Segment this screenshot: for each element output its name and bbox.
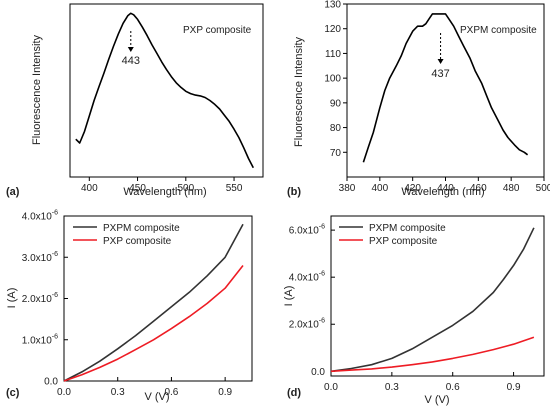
y-tick-mantissa: 2.0x10 xyxy=(22,294,52,305)
series-line-0 xyxy=(330,227,535,373)
annotation-label: 437 xyxy=(431,68,449,80)
x-tick-label: 0.9 xyxy=(218,387,232,398)
y-tick-mantissa: 0.0 xyxy=(44,377,58,388)
panel-label: (c) xyxy=(6,387,20,399)
y-tick-label: 2.0x10-6 xyxy=(289,318,325,331)
x-tick-label: 400 xyxy=(371,183,388,194)
y-tick-label: 90 xyxy=(330,98,342,109)
y-tick-mantissa: 130 xyxy=(324,0,341,11)
y-tick-label: 6.0x10-6 xyxy=(289,224,325,237)
y-tick-label: 3.0x10-6 xyxy=(22,251,58,264)
y-tick-label: 2.0x10-6 xyxy=(22,292,58,305)
series-line-0 xyxy=(63,223,244,382)
y-tick-mantissa: 3.0x10 xyxy=(22,253,52,264)
y-tick-mantissa: 80 xyxy=(330,123,342,134)
series-line-1 xyxy=(63,265,244,382)
y-tick-label: 80 xyxy=(330,123,342,134)
x-tick-label: 0.6 xyxy=(164,387,178,398)
y-tick-exponent: -6 xyxy=(52,210,58,217)
y-tick-exponent: -6 xyxy=(319,318,325,325)
legend-label: PXPM composite xyxy=(369,223,446,234)
y-tick-label: 110 xyxy=(325,49,341,60)
y-tick-exponent: -6 xyxy=(52,251,58,258)
series-line-1 xyxy=(330,336,535,373)
annotation-arrow-head xyxy=(127,47,134,52)
legend-label: PXP composite xyxy=(103,236,172,247)
y-tick-label: 120 xyxy=(324,24,341,35)
x-tick-label: 460 xyxy=(470,183,487,194)
y-tick-exponent: -6 xyxy=(319,271,325,278)
x-tick-label: 0.0 xyxy=(57,387,71,398)
y-tick-mantissa: 4.0x10 xyxy=(22,212,52,223)
series-line-0 xyxy=(75,12,255,169)
chart-panel-2: 0.0 0.3 0.6 0.90.01.0x10-62.0x10-63.0x10-64… xyxy=(6,210,253,403)
series-line-0 xyxy=(362,13,529,163)
y-tick-label: 0.0 xyxy=(311,367,325,378)
legend-label: PXP composite xyxy=(369,236,438,247)
y-tick-label: 1.0x10-6 xyxy=(22,333,58,346)
x-tick-label: 0.6 xyxy=(446,382,460,393)
y-axis-title: I (A) xyxy=(6,288,18,309)
x-tick-label: 500 xyxy=(177,183,194,194)
chart-panel-1: 380 400 420 440 460 480 500 70 80 90 100 110 120 130 P… xyxy=(287,0,550,198)
y-tick-label: 4.0x10-6 xyxy=(289,271,325,284)
y-tick-label: 130 xyxy=(324,0,341,11)
y-tick-label: 0.0 xyxy=(44,377,58,388)
y-tick-mantissa: 110 xyxy=(325,49,341,60)
y-tick-mantissa: 1.0x10 xyxy=(22,335,52,346)
chart-panel-3: 0.0 0.3 0.6 0.90.02.0x10-64.0x10-66.0x10-6 P… xyxy=(283,215,545,406)
y-tick-mantissa: 6.0x10 xyxy=(289,226,319,237)
x-tick-label: 400 xyxy=(81,183,98,194)
panel-label: (d) xyxy=(287,387,301,399)
plot-frame xyxy=(330,215,545,377)
y-tick-mantissa: 120 xyxy=(324,24,341,35)
x-tick-label: 0.3 xyxy=(111,387,125,398)
x-tick-label: 0.0 xyxy=(324,382,338,393)
x-tick-label: 450 xyxy=(129,183,146,194)
x-tick-label: 480 xyxy=(503,183,520,194)
y-tick-label: 70 xyxy=(330,148,342,159)
annotation-label: 443 xyxy=(122,55,140,67)
y-tick-mantissa: 2.0x10 xyxy=(289,320,319,331)
y-tick-mantissa: 70 xyxy=(330,148,342,159)
x-axis-title: Wavelength (nm) xyxy=(401,186,484,198)
chart-panel-0: 400 450 500 550 PXP composite 443 Wavelength (… xyxy=(6,3,264,198)
panel-label: (a) xyxy=(6,186,20,198)
x-tick-label: 0.9 xyxy=(507,382,521,393)
x-axis-title: V (V) xyxy=(144,391,169,403)
panel-label: (b) xyxy=(287,186,301,198)
annotation-arrow-head xyxy=(437,59,444,64)
y-tick-exponent: -6 xyxy=(319,224,325,231)
y-axis-title: Fluorescence Intensity xyxy=(31,34,43,145)
y-tick-exponent: -6 xyxy=(52,333,58,340)
x-axis-title: Wavelength (nm) xyxy=(123,186,206,198)
y-tick-mantissa: 4.0x10 xyxy=(289,273,319,284)
x-tick-label: 420 xyxy=(404,183,421,194)
y-axis-title: I (A) xyxy=(283,286,295,307)
y-tick-label: 100 xyxy=(324,74,341,85)
y-tick-mantissa: 90 xyxy=(330,98,342,109)
plot-frame xyxy=(69,3,264,178)
y-axis-title: Fluorescence Intensity xyxy=(293,36,305,147)
x-tick-label: 440 xyxy=(437,183,454,194)
y-tick-label: 4.0x10-6 xyxy=(22,210,58,223)
legend-label: PXP composite xyxy=(183,25,252,36)
legend-label: PXPM composite xyxy=(460,25,537,36)
x-axis-title: V (V) xyxy=(424,394,449,406)
x-tick-label: 0.3 xyxy=(385,382,399,393)
x-tick-label: 550 xyxy=(226,183,243,194)
legend-label: PXPM composite xyxy=(103,223,180,234)
y-tick-mantissa: 100 xyxy=(324,74,341,85)
y-tick-mantissa: 0.0 xyxy=(311,367,325,378)
x-tick-label: 500 xyxy=(536,183,550,194)
x-tick-label: 380 xyxy=(339,183,356,194)
y-tick-exponent: -6 xyxy=(52,292,58,299)
